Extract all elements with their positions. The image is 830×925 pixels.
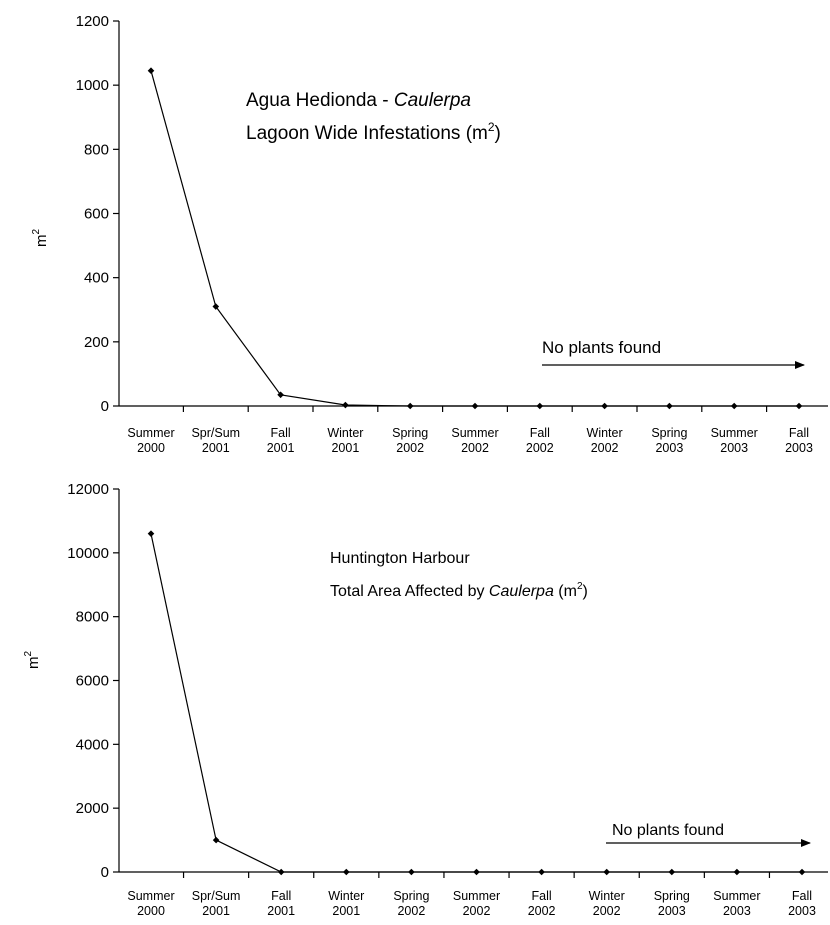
- data-point: [668, 868, 676, 876]
- chart-1-x-tick-labels: Summer 2000 Spr/Sum 2001 Fall 2001 Winter 2001 S…: [127, 426, 813, 455]
- data-point: [342, 401, 349, 409]
- x-tick-label: Summer 2000: [127, 889, 174, 918]
- data-point: [536, 402, 544, 410]
- data-point: [601, 402, 608, 410]
- y-tick-label: 200: [84, 334, 109, 351]
- x-tick-label: Fall 2003: [788, 889, 816, 918]
- series-line: [150, 70, 799, 407]
- data-point: [277, 868, 285, 876]
- x-tick-label: Spring 2003: [654, 889, 690, 918]
- data-point: [473, 868, 480, 876]
- data-point: [406, 402, 414, 410]
- x-tick-label: Summer 2002: [451, 426, 498, 455]
- x-tick-label: Winter 2002: [589, 889, 625, 918]
- y-tick-label: 10000: [67, 545, 109, 562]
- chart-1-series: [147, 67, 803, 410]
- data-point: [147, 67, 155, 75]
- y-tick-label: 1200: [76, 13, 109, 30]
- y-tick-label: 6000: [76, 673, 109, 690]
- data-point: [666, 402, 673, 410]
- y-tick-label: 4000: [76, 736, 109, 753]
- y-tick-label: 0: [101, 398, 109, 415]
- chart-2-huntington-harbour: 0 2000 4000 6000 8000 10000 12000 Summer 2000 Sp…: [23, 481, 828, 918]
- chart-1-annotation-line-1: Agua Hedionda - Caulerpa: [246, 90, 471, 111]
- data-point: [730, 402, 738, 410]
- x-tick-label: Summer 2003: [711, 426, 758, 455]
- chart-2-axes: [113, 488, 828, 878]
- x-tick-label: Spring 2002: [392, 426, 428, 455]
- chart-1-y-axis-label: m2: [31, 229, 50, 248]
- chart-2-x-tick-labels: Summer 2000 Spr/Sum 2001 Fall 2001 Winter 2001 S…: [127, 889, 816, 918]
- x-tick-label: Fall 2002: [526, 426, 554, 455]
- y-tick-label: 12000: [67, 481, 109, 498]
- data-point: [471, 402, 479, 410]
- y-tick-label: 2000: [76, 800, 109, 817]
- data-point: [798, 868, 806, 876]
- x-tick-label: Fall 2002: [528, 889, 556, 918]
- x-tick-label: Spr/Sum 2001: [192, 889, 241, 918]
- y-tick-label: 0: [101, 864, 109, 881]
- chart-2-y-tick-labels: 0 2000 4000 6000 8000 10000 12000: [67, 481, 109, 881]
- x-tick-label: Spring 2002: [393, 889, 429, 918]
- data-point: [603, 868, 610, 876]
- x-tick-label: Spr/Sum 2001: [191, 426, 240, 455]
- data-point: [147, 530, 155, 537]
- chart-2-y-axis-label: m2: [23, 651, 42, 670]
- x-tick-label: Winter 2001: [328, 889, 364, 918]
- chart-2-annotation-line-1: Huntington Harbour: [330, 550, 470, 567]
- data-point: [277, 391, 284, 399]
- x-tick-label: Fall 2001: [267, 426, 295, 455]
- y-tick-label: 1000: [76, 77, 109, 94]
- y-tick-label: 800: [84, 141, 109, 158]
- x-tick-label: Winter 2002: [587, 426, 623, 455]
- chart-1-no-plants-found-label: No plants found: [542, 338, 661, 357]
- y-tick-label: 8000: [76, 609, 109, 626]
- chart-1-y-tick-labels: 0 200 400 600 800 1000 1200: [76, 13, 109, 415]
- chart-2-annotation-line-2: Total Area Affected by Caulerpa (m2): [330, 581, 588, 600]
- y-tick-label: 400: [84, 270, 109, 287]
- x-tick-label: Summer 2000: [127, 426, 174, 455]
- data-point: [733, 868, 741, 876]
- x-tick-label: Summer 2003: [713, 889, 760, 918]
- data-point: [343, 868, 350, 876]
- y-tick-label: 600: [84, 206, 109, 223]
- chart-2-series: [147, 530, 806, 876]
- x-tick-label: Fall 2001: [267, 889, 295, 918]
- data-point: [408, 868, 415, 876]
- data-point: [212, 836, 220, 844]
- x-tick-label: Summer 2002: [453, 889, 500, 918]
- x-tick-label: Winter 2001: [327, 426, 363, 455]
- data-point: [212, 303, 220, 310]
- chart-2-no-plants-found-label: No plants found: [612, 822, 724, 839]
- chart-1-axes: [113, 20, 828, 412]
- data-point: [795, 402, 803, 410]
- x-tick-label: Fall 2003: [785, 426, 813, 455]
- data-point: [538, 868, 545, 876]
- x-tick-label: Spring 2003: [651, 426, 687, 455]
- chart-1-annotation-line-2: Lagoon Wide Infestations (m2): [246, 120, 501, 144]
- chart-1-agua-hedionda: 0 200 400 600 800 1000 1200 Summer 2000 Spr/Sum 2…: [31, 13, 828, 455]
